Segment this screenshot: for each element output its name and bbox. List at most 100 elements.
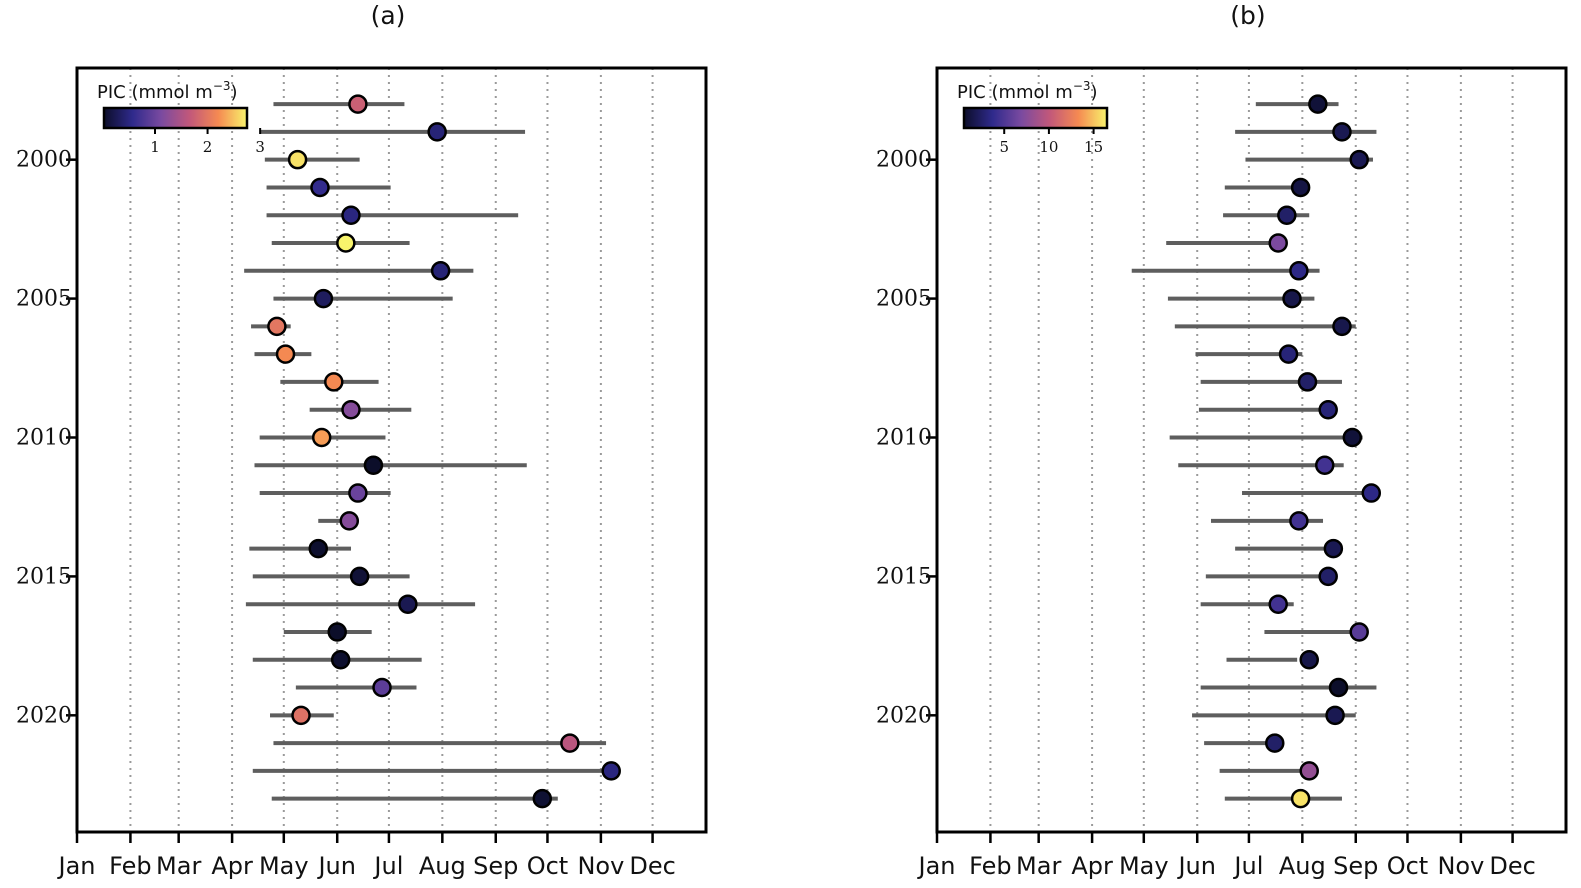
xtick-label-a-4: May [259, 852, 309, 880]
xtick-label-b-7: Aug [1279, 852, 1326, 880]
point-a-2005 [313, 288, 334, 309]
xtick-label-b-4: May [1119, 852, 1169, 880]
point-b-2016 [1268, 594, 1288, 614]
point-b-2011 [1314, 455, 1335, 476]
panel-b-gridlines [989, 68, 1514, 832]
point-b-2013 [1289, 511, 1309, 531]
point-a-2007 [275, 344, 296, 364]
point-a-2001 [310, 177, 330, 198]
point-a-2011 [363, 455, 384, 476]
cb-tick-label-b-2: 15 [1084, 138, 1103, 156]
point-b-2006 [1332, 316, 1352, 337]
point-b-2014 [1323, 538, 1344, 559]
point-a-2012 [348, 483, 368, 503]
ytick-label-b-4: 2020 [876, 703, 932, 728]
ytick-label-b-3: 2015 [876, 564, 932, 589]
panel-b-y-axis: 2000 2005 2010 2015 2020 [876, 148, 937, 728]
point-a-2022 [601, 761, 621, 781]
xtick-label-b-0: Jan [917, 852, 956, 880]
ytick-label-a-1: 2005 [16, 287, 72, 312]
panel-b: (b) Jan Feb Mar Apr May Jun Jul Aug Sep Oct Nov Dec… [876, 1, 1568, 880]
ytick-label-b-0: 2000 [876, 148, 932, 173]
point-b-2017 [1349, 622, 1369, 642]
panel-b-x-axis: Jan Feb Mar Apr May Jun Jul Aug Sep Oct Nov Dec [917, 832, 1536, 880]
colorbar-b-label: PIC (mmol m−3) [957, 79, 1098, 103]
xtick-label-a-2: Mar [156, 852, 201, 880]
colorbar-b-ticks: 5 10 15 [999, 128, 1103, 156]
xtick-label-b-6: Jul [1232, 852, 1263, 880]
colorbar-a-label-close: ) [231, 82, 238, 103]
xtick-label-a-3: Apr [211, 852, 253, 880]
panel-b-colorbar: PIC (mmol m−3) 5 10 15 [957, 79, 1109, 156]
point-b-1999 [1332, 122, 1352, 142]
ytick-label-a-0: 2000 [16, 148, 72, 173]
point-a-2014 [308, 538, 329, 559]
point-b-2000 [1349, 149, 1369, 170]
point-b-2008 [1297, 372, 1318, 392]
point-b-2012 [1361, 483, 1382, 503]
colorbar-a-ticks: 1 2 3 [150, 128, 265, 156]
xtick-label-a-5: Jun [316, 852, 356, 880]
point-b-2021 [1265, 733, 1285, 753]
point-b-2015 [1318, 566, 1338, 587]
cb-tick-label-b-1: 10 [1039, 138, 1058, 156]
xtick-label-a-0: Jan [57, 852, 96, 880]
cb-tick-label-a-0: 1 [150, 138, 160, 156]
point-b-2003 [1268, 233, 1288, 253]
colorbar-a-label-text: PIC (mmol m [97, 82, 213, 103]
panel-b-frame [935, 66, 1568, 834]
point-a-2018 [330, 650, 351, 670]
colorbar-a-label: PIC (mmol m−3) [97, 79, 238, 103]
xtick-label-b-9: Oct [1387, 852, 1429, 880]
point-b-2018 [1299, 650, 1319, 670]
ytick-label-b-2: 2010 [876, 425, 932, 450]
ytick-label-a-3: 2015 [16, 564, 72, 589]
point-b-2019 [1328, 677, 1349, 698]
xtick-label-a-7: Aug [419, 852, 466, 880]
point-a-2010 [311, 427, 332, 448]
colorbar-b-label-close: ) [1091, 82, 1098, 103]
point-a-2017 [327, 622, 347, 642]
ytick-label-a-4: 2020 [16, 703, 72, 728]
point-a-2019 [372, 677, 392, 698]
point-b-2001 [1290, 177, 1311, 198]
point-b-2009 [1318, 399, 1338, 420]
panel-a-title: (a) [371, 1, 406, 30]
point-b-2020 [1325, 705, 1345, 726]
point-a-2009 [341, 399, 361, 420]
xtick-label-a-1: Feb [109, 852, 152, 880]
colorbar-b-gradient [962, 106, 1109, 130]
ytick-label-a-2: 2010 [16, 425, 72, 450]
cb-tick-label-a-2: 3 [255, 138, 265, 156]
point-a-2013 [339, 511, 360, 531]
cb-tick-label-a-1: 2 [203, 138, 213, 156]
xtick-label-b-3: Apr [1071, 852, 1113, 880]
panel-a-x-axis: Jan Feb Mar Apr May Jun Jul Aug Sep Oct Nov Dec [57, 832, 676, 880]
point-a-1998 [348, 94, 368, 114]
panel-a-y-axis: 2000 2005 2010 2015 2020 [16, 148, 77, 728]
point-a-2016 [398, 594, 418, 614]
point-b-2010 [1342, 427, 1363, 448]
point-b-2005 [1282, 288, 1302, 309]
panel-a-gridlines [129, 68, 654, 832]
panel-b-title: (b) [1230, 1, 1265, 30]
xtick-label-b-11: Dec [1489, 852, 1535, 880]
point-b-2004 [1289, 261, 1309, 281]
xtick-label-a-10: Nov [577, 852, 624, 880]
panel-a-colorbar: PIC (mmol m−3) 1 2 3 [97, 79, 265, 156]
point-b-2007 [1278, 344, 1299, 364]
colorbar-a-label-exponent: −3 [213, 79, 231, 93]
colorbar-a-gradient [102, 106, 249, 130]
point-a-2004 [430, 261, 451, 281]
point-b-1998 [1308, 94, 1328, 114]
cb-tick-label-b-0: 5 [999, 138, 1009, 156]
point-b-2022 [1299, 761, 1319, 781]
xtick-label-b-1: Feb [969, 852, 1012, 880]
xtick-label-a-8: Sep [473, 852, 518, 880]
panel-a-frame [75, 66, 708, 834]
panel-a: (a) Jan Feb Mar Apr May Jun Jul Aug Sep Oct Nov Dec… [16, 1, 708, 880]
panel-a-marks [244, 94, 621, 809]
xtick-label-a-11: Dec [629, 852, 675, 880]
point-b-2023 [1290, 788, 1311, 809]
